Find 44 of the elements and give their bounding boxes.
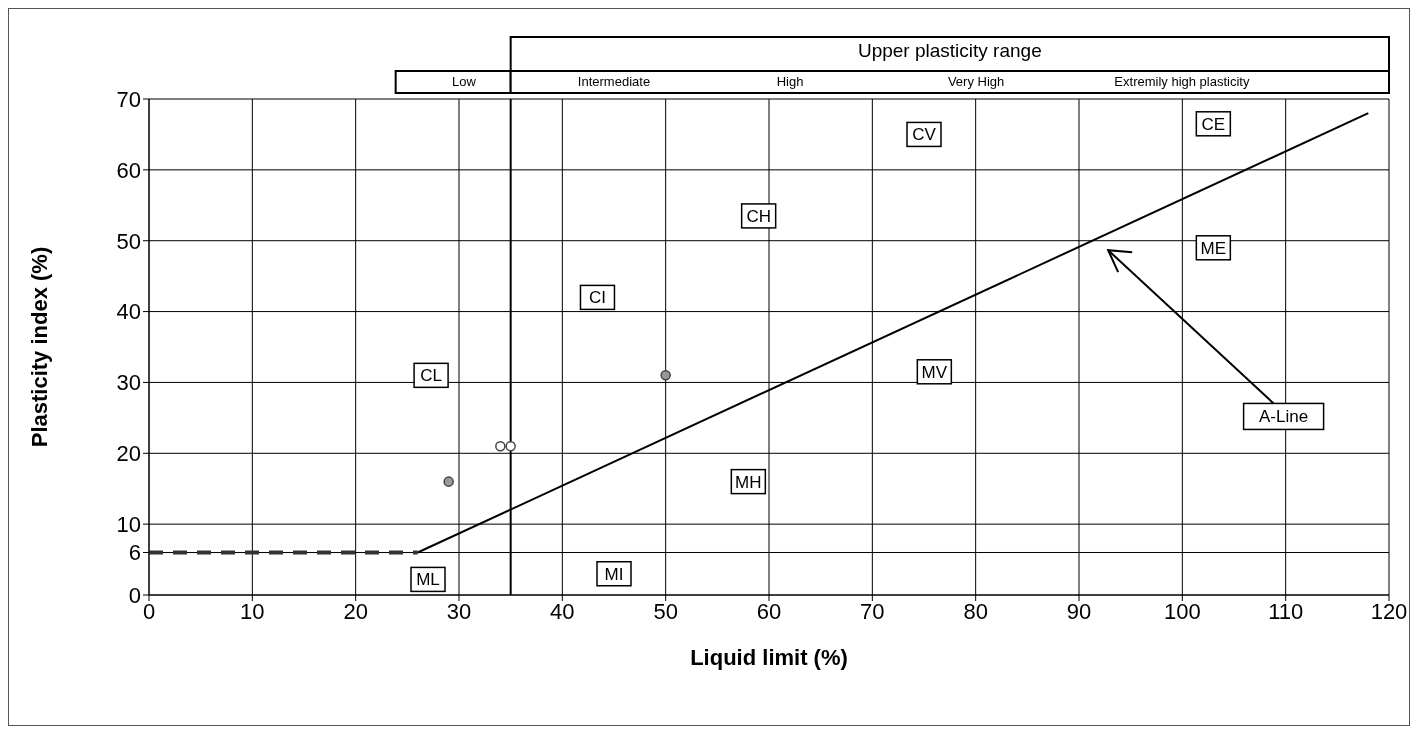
x-tick-label: 20 xyxy=(343,598,368,624)
y-axis-title: Plasticity index (%) xyxy=(26,246,52,448)
y-tick-label: 0 xyxy=(128,582,141,608)
x-tick-label: 40 xyxy=(550,598,575,624)
x-tick-label: 90 xyxy=(1066,598,1092,624)
x-tick-label: 10 xyxy=(240,598,265,624)
point xyxy=(443,476,454,487)
y-tick-label: 6 xyxy=(128,540,141,566)
y-tick-label: 20 xyxy=(116,441,141,467)
y-tick-label: 60 xyxy=(116,157,141,183)
x-axis-title: Liquid limit (%) xyxy=(690,645,848,670)
x-tick-label: 100 xyxy=(1163,598,1201,624)
x-tick-label: 110 xyxy=(1268,598,1304,624)
point xyxy=(495,440,506,452)
x-tick-label: 30 xyxy=(446,598,472,624)
annotation: ML xyxy=(416,570,440,590)
point xyxy=(505,440,516,452)
y-tick-label: 30 xyxy=(116,370,141,396)
x-tick-label: 70 xyxy=(860,598,885,624)
text: Upper plasticity range xyxy=(857,40,1042,61)
annotation: CE xyxy=(1201,114,1226,134)
annotation: A-Line xyxy=(1259,407,1309,427)
text: High xyxy=(776,74,804,89)
annotation: MI xyxy=(604,564,624,584)
y-tick-label: 50 xyxy=(116,228,141,254)
annotation: MV xyxy=(921,362,948,382)
annotation: ME xyxy=(1200,238,1227,258)
x-tick-label: 50 xyxy=(653,598,678,624)
y-tick-label: 40 xyxy=(116,299,141,325)
point xyxy=(660,370,671,381)
x-tick-label: 120 xyxy=(1370,598,1408,624)
annotation: CV xyxy=(912,125,937,145)
x-tick-label: 80 xyxy=(963,598,988,624)
annotation: CL xyxy=(420,366,442,386)
annotation: MH xyxy=(735,472,762,492)
y-tick-label: 70 xyxy=(116,86,141,112)
text: Extremily high plasticity xyxy=(1114,74,1250,89)
annotation: CI xyxy=(588,288,606,308)
text: Intermediate xyxy=(577,74,651,89)
y-tick-label: 10 xyxy=(116,511,141,537)
x-tick-label: 60 xyxy=(756,598,782,624)
text: Low xyxy=(452,74,477,89)
text: Very High xyxy=(947,74,1005,89)
annotation: CH xyxy=(746,206,771,226)
